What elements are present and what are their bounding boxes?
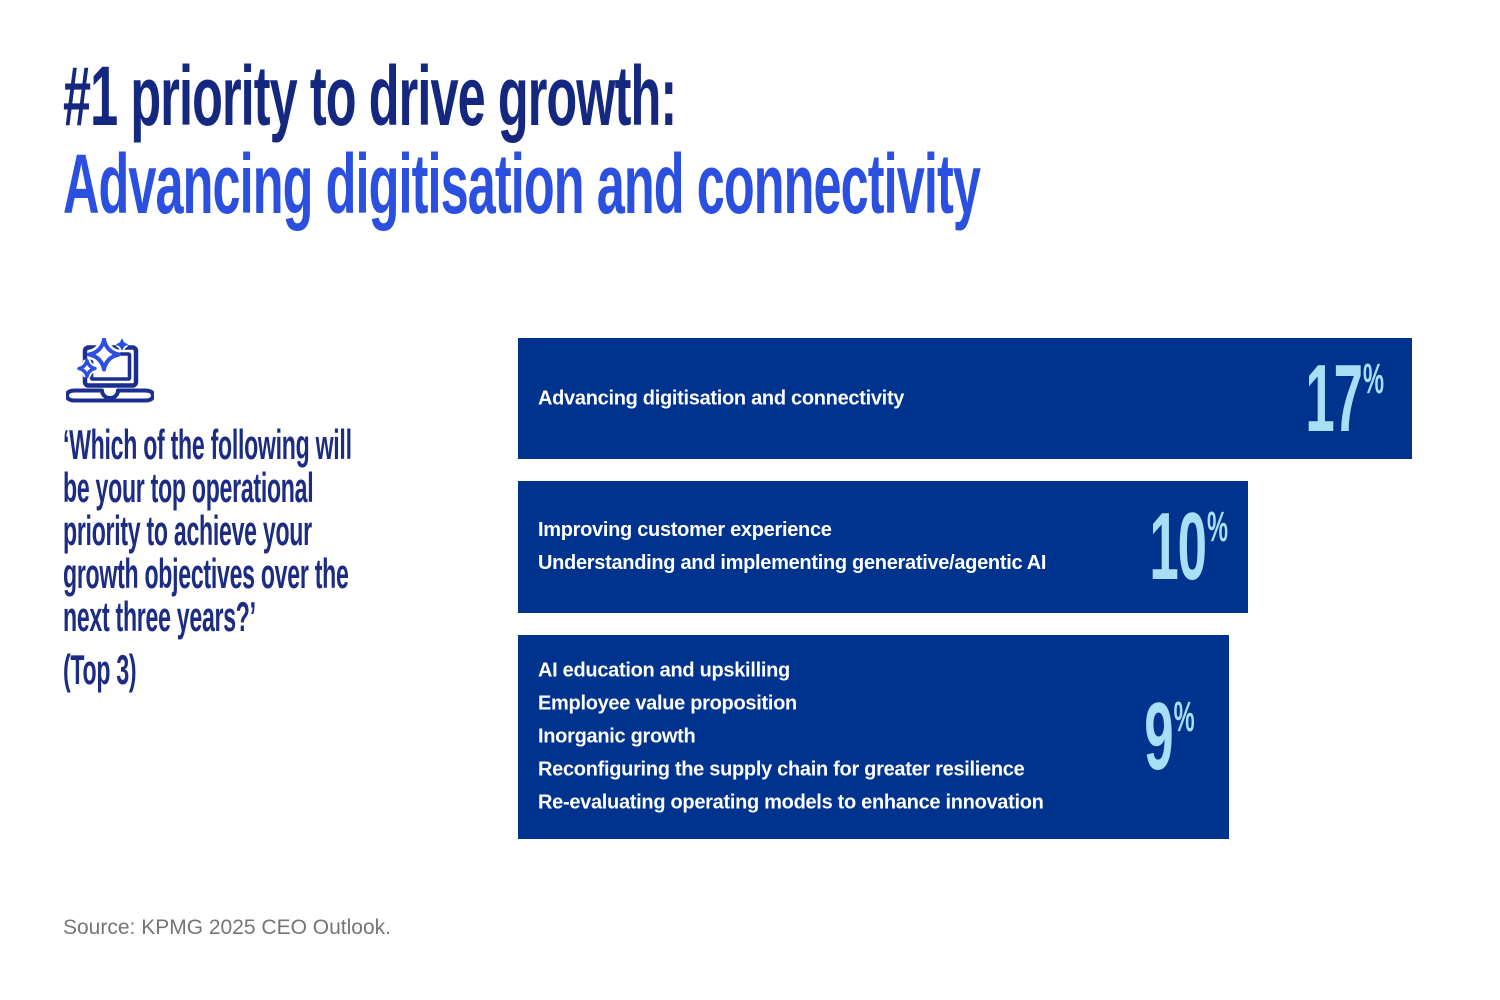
- bar-labels: AI education and upskilling Employee val…: [538, 655, 1044, 820]
- bar-value: 10 %: [1149, 499, 1228, 595]
- percent-sign: %: [1173, 693, 1195, 741]
- bar-value: 9 %: [1145, 689, 1195, 785]
- question-line: growth objectives over the: [63, 550, 349, 597]
- bar-label: Reconfiguring the supply chain for great…: [538, 758, 1025, 781]
- bar-chart: Advancing digitisation and connectivity …: [518, 338, 1412, 839]
- page-title: #1 priority to drive growth: Advancing d…: [63, 52, 1500, 228]
- bar-labels: Advancing digitisation and connectivity: [538, 382, 904, 415]
- percent-sign: %: [1206, 503, 1228, 551]
- ai-laptop-icon: [65, 337, 155, 405]
- page-title-line-1: #1 priority to drive growth:: [63, 49, 677, 143]
- question-line: ‘Which of the following will: [63, 421, 352, 468]
- percent-sign: %: [1362, 354, 1384, 403]
- question-scope-note: (Top 3): [63, 646, 137, 693]
- question-line: be your top operational: [63, 464, 314, 511]
- page-title-line-2: Advancing digitisation and connectivity: [63, 137, 981, 231]
- bar-label: Employee value proposition: [538, 692, 797, 715]
- bar-label: Inorganic growth: [538, 725, 696, 748]
- bar-label: Re-evaluating operating models to enhanc…: [538, 791, 1044, 814]
- bar-value-number: 9: [1144, 683, 1174, 790]
- survey-question: ‘Which of the following will be your top…: [63, 423, 352, 638]
- question-line: next three years?’: [63, 593, 256, 640]
- bar-ai-education-and-others: AI education and upskilling Employee val…: [518, 635, 1229, 839]
- bar-advancing-digitisation: Advancing digitisation and connectivity …: [518, 338, 1412, 459]
- bar-value-number: 10: [1149, 493, 1207, 600]
- question-line: priority to achieve your: [63, 507, 312, 554]
- bar-value: 17 %: [1305, 344, 1384, 452]
- bar-label: Advancing digitisation and connectivity: [538, 387, 905, 409]
- bar-customer-experience-genai: Improving customer experience Understand…: [518, 481, 1248, 613]
- bar-label: Understanding and implementing generativ…: [538, 552, 1047, 574]
- source-note: Source: KPMG 2025 CEO Outlook.: [63, 916, 391, 939]
- bar-value-number: 17: [1305, 344, 1363, 452]
- bar-labels: Improving customer experience Understand…: [538, 514, 1047, 580]
- bar-label: Improving customer experience: [538, 519, 832, 541]
- bar-label: AI education and upskilling: [538, 659, 790, 682]
